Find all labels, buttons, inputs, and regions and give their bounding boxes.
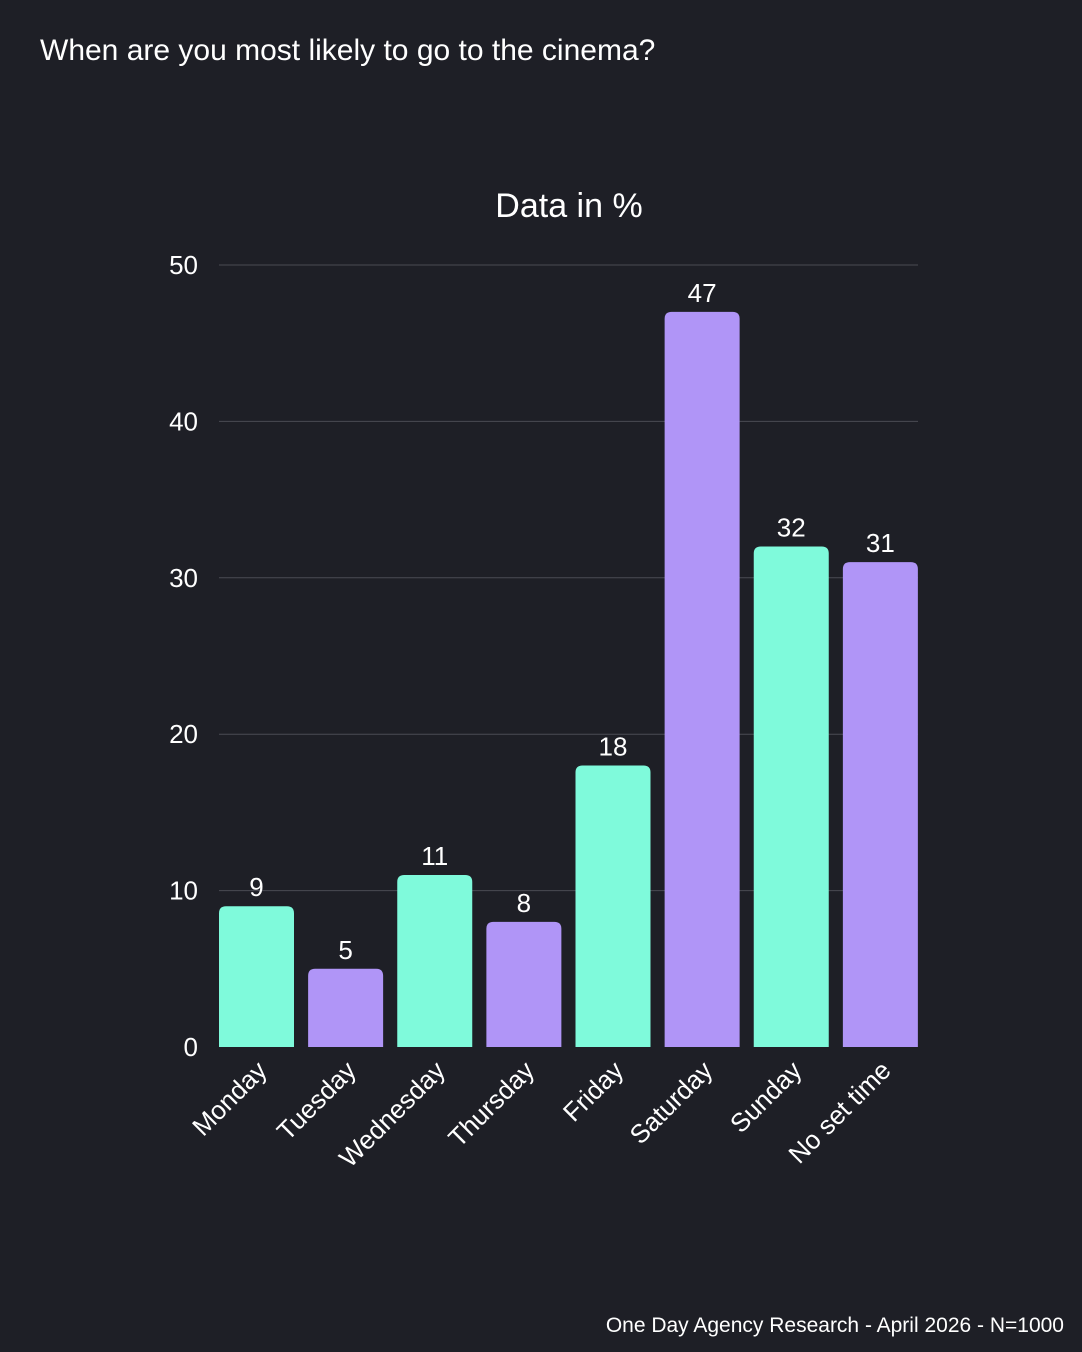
x-tick-label: Sunday	[724, 1055, 808, 1139]
data-label: 31	[866, 528, 895, 558]
bar-friday	[575, 765, 651, 1047]
y-tick-label: 40	[169, 406, 198, 436]
x-tick-label: Friday	[557, 1055, 629, 1127]
y-tick-label: 30	[169, 563, 198, 593]
data-label: 8	[517, 888, 531, 918]
data-label: 47	[688, 278, 717, 308]
bar-sunday	[753, 546, 829, 1047]
data-label: 18	[599, 731, 628, 761]
x-tick-label: Thursday	[442, 1055, 540, 1153]
source-note: One Day Agency Research - April 2026 - N…	[605, 1314, 1064, 1337]
x-tick-label: Tuesday	[271, 1055, 362, 1146]
y-axis: 0 10 20 30 40 50	[169, 250, 198, 1062]
data-labels: 9 5 11 8 18 47 32 31	[249, 278, 895, 965]
bar-no-set-time	[842, 562, 918, 1047]
data-label: 32	[777, 513, 806, 543]
data-label: 9	[249, 872, 263, 902]
chart-title: Data in %	[495, 187, 642, 225]
y-tick-label: 20	[169, 719, 198, 749]
data-label: 5	[338, 935, 352, 965]
x-tick-label: Monday	[186, 1055, 273, 1142]
y-tick-label: 0	[184, 1032, 198, 1062]
y-tick-label: 50	[169, 250, 198, 280]
question-title: When are you most likely to go to the ci…	[40, 34, 656, 67]
bar-wednesday	[397, 874, 473, 1047]
x-tick-label: Saturday	[624, 1055, 719, 1150]
bar-saturday	[664, 311, 740, 1047]
bars	[219, 311, 918, 1047]
data-label: 11	[421, 841, 448, 871]
y-tick-label: 10	[169, 876, 198, 906]
bar-monday	[219, 906, 294, 1047]
bar-tuesday	[308, 968, 384, 1047]
bar-thursday	[486, 921, 562, 1047]
